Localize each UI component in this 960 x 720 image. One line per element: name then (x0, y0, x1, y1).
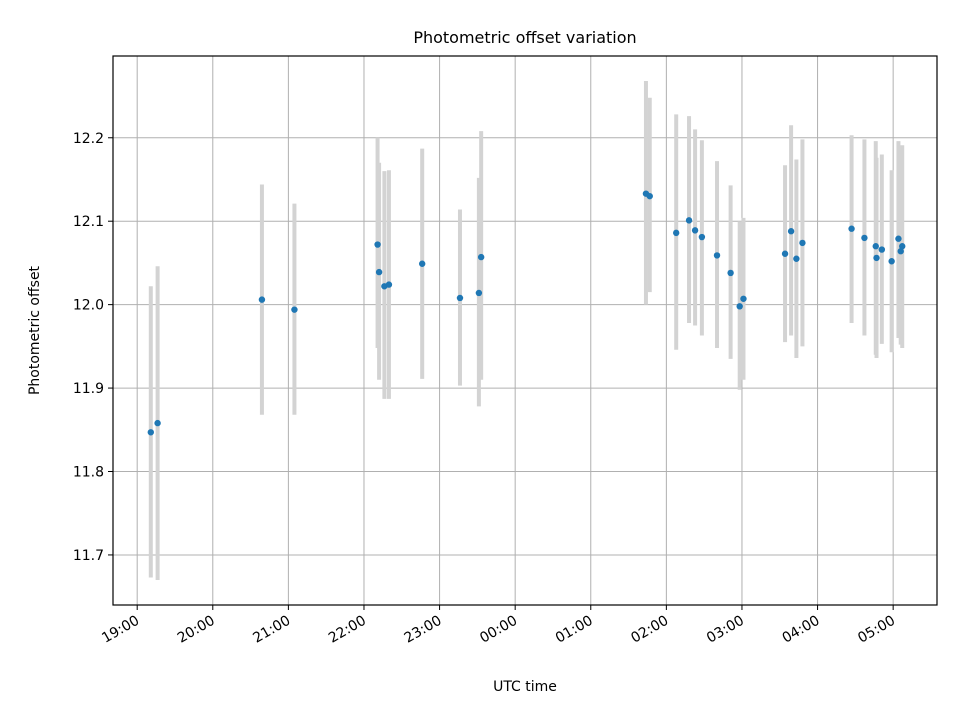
data-point (291, 306, 298, 313)
data-point (888, 258, 895, 265)
data-point (781, 250, 789, 257)
data-points (147, 190, 906, 436)
data-point (375, 268, 383, 276)
y-tick-label: 11.9 (73, 381, 104, 397)
data-point (385, 281, 393, 288)
y-axis-label: Photometric offset (27, 265, 43, 395)
data-point (646, 192, 653, 200)
data-point (787, 228, 795, 235)
data-point (685, 217, 693, 224)
data-point (740, 295, 747, 302)
y-axis-ticks: 11.7 11.8 11.9 12.0 12.1 12.2 (73, 131, 113, 564)
data-point (258, 296, 266, 303)
data-point (861, 234, 868, 242)
data-point (691, 227, 699, 234)
y-tick-label: 12.2 (73, 131, 104, 147)
y-tick-label: 11.7 (73, 548, 104, 564)
data-point (872, 243, 879, 250)
data-point (374, 241, 381, 248)
data-point (848, 225, 855, 232)
y-tick-label: 12.1 (73, 214, 104, 230)
data-point (727, 269, 734, 277)
data-point (456, 294, 464, 302)
data-point (736, 303, 743, 310)
data-point (698, 233, 706, 241)
data-point (895, 235, 902, 242)
axes-frame (112, 55, 938, 606)
y-tick-label: 11.8 (73, 465, 104, 481)
data-point (799, 239, 806, 247)
data-point (475, 289, 483, 297)
data-point (154, 419, 161, 427)
data-point (878, 246, 886, 253)
y-tick-label: 12.0 (73, 298, 104, 314)
data-point (873, 254, 880, 262)
data-point (713, 252, 721, 259)
chart-title: Photometric offset variation (413, 28, 636, 47)
data-point (793, 255, 800, 262)
data-point (672, 229, 680, 237)
data-point (899, 243, 906, 250)
data-point (147, 429, 154, 436)
x-axis-label: UTC time (493, 679, 557, 695)
data-point (897, 248, 904, 255)
data-point (418, 260, 426, 267)
data-point (477, 253, 485, 261)
